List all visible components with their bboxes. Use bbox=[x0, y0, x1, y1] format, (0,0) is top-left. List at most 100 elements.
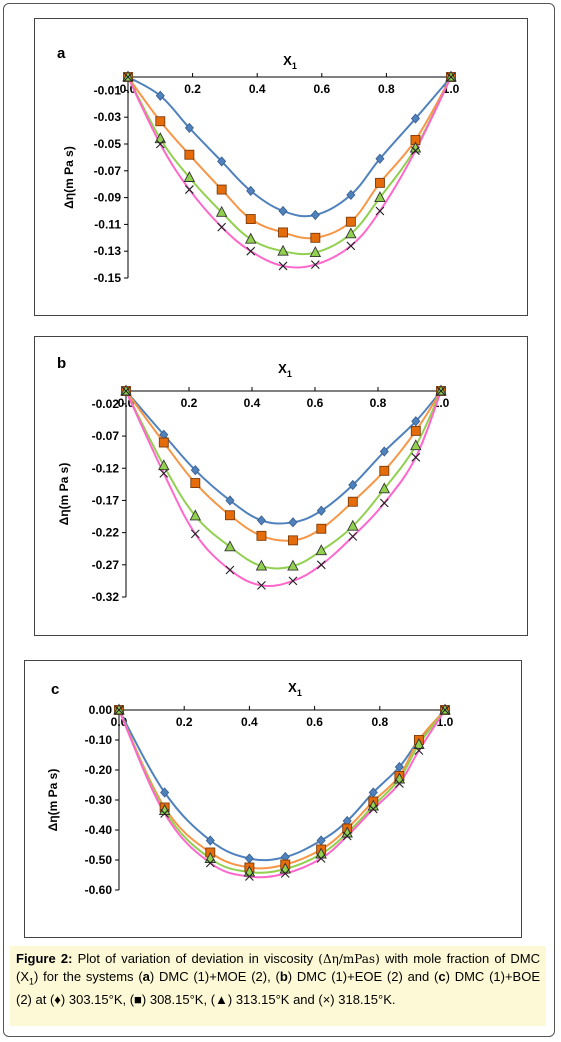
series-line-303 bbox=[118, 709, 446, 862]
data-point-308 bbox=[347, 496, 358, 507]
y-tick-label: -0.27 bbox=[92, 558, 120, 572]
data-point-303 bbox=[411, 416, 421, 427]
y-tick-label: -0.15 bbox=[94, 271, 122, 285]
data-point-308 bbox=[158, 437, 169, 448]
caption-text-3: ) for the systems ( bbox=[34, 969, 143, 984]
data-point-318 bbox=[205, 858, 215, 868]
y-tick-label: 0.00 bbox=[89, 703, 113, 717]
chart-panel-b: b X1 Δη(m Pa s) 0.0 0.2 0.4 0.6 0.8 1.0 -0.02 -0.0… bbox=[34, 336, 528, 636]
series-markers-313 bbox=[120, 384, 447, 571]
data-point-303 bbox=[256, 515, 266, 526]
data-point-318 bbox=[440, 705, 450, 715]
data-point-313 bbox=[347, 519, 359, 531]
x-tick-label: 0.6 bbox=[313, 82, 330, 96]
panel-label-a: a bbox=[57, 45, 66, 62]
y-tick-label: -0.22 bbox=[92, 526, 120, 540]
data-point-318 bbox=[446, 72, 456, 82]
x-tick-label: 0.8 bbox=[378, 82, 395, 96]
y-tick-label: -0.07 bbox=[94, 164, 122, 178]
data-point-313 bbox=[224, 540, 236, 552]
data-point-313 bbox=[158, 459, 170, 471]
x-axis-title: X1 bbox=[278, 361, 292, 379]
data-point-318 bbox=[246, 246, 256, 256]
data-point-313 bbox=[287, 559, 299, 571]
data-point-303 bbox=[205, 835, 215, 846]
data-point-303 bbox=[155, 90, 165, 101]
caption-panel-a-ref: a bbox=[142, 969, 150, 984]
data-point-308 bbox=[410, 425, 421, 436]
data-point-318 bbox=[280, 869, 290, 878]
panel-label-c: c bbox=[51, 681, 59, 698]
data-point-308 bbox=[287, 535, 298, 546]
y-axis-title: Δη(m Pa s) bbox=[62, 146, 76, 209]
data-point-318 bbox=[394, 779, 404, 788]
y-tick-label: -0.05 bbox=[94, 137, 122, 151]
data-point-303 bbox=[288, 517, 298, 528]
chart-panel-a: a X1 Δη(m Pa s) 0.0 0.2 0.4 0.6 0.8 1.0 -0.01 -0.0… bbox=[34, 18, 528, 316]
x-tick-label: 0.4 bbox=[241, 715, 258, 729]
data-point-318 bbox=[288, 576, 298, 586]
data-point-313 bbox=[244, 232, 257, 244]
x-tick-label: 0.6 bbox=[306, 715, 323, 729]
data-point-318 bbox=[379, 498, 389, 508]
y-tick-label: -0.32 bbox=[92, 590, 120, 604]
data-point-308 bbox=[216, 184, 227, 195]
data-point-313 bbox=[154, 132, 167, 144]
figure-caption: Figure 2: Plot of variation of deviation… bbox=[10, 946, 546, 1026]
data-point-313 bbox=[374, 191, 386, 203]
data-point-318 bbox=[346, 241, 356, 251]
chart-panel-c: c X1 Δη(m Pa s) 0.0 0.2 0.4 0.6 0.8 1.0 0.00 -0.10… bbox=[24, 660, 522, 938]
caption-text-1: Plot of variation of deviation in viscos… bbox=[72, 951, 319, 966]
caption-panel-b-ref: b bbox=[279, 969, 288, 984]
data-point-313 bbox=[183, 171, 196, 182]
caption-symbol: (Δη/mPas) bbox=[318, 952, 380, 966]
data-point-313 bbox=[410, 439, 422, 451]
y-tick-label: -0.12 bbox=[92, 461, 120, 475]
series-markers-303 bbox=[123, 71, 456, 221]
data-point-303 bbox=[348, 479, 358, 491]
y-tick-label: -0.07 bbox=[92, 429, 120, 443]
x-tick-label: 0.2 bbox=[184, 82, 201, 96]
x-tick-label: 0.8 bbox=[371, 715, 388, 729]
x-axis-title-subscript: 1 bbox=[297, 688, 302, 698]
series-line-313 bbox=[127, 76, 452, 256]
x-tick-label: 0.2 bbox=[176, 715, 193, 729]
data-point-318 bbox=[225, 565, 235, 575]
data-point-318 bbox=[411, 146, 420, 156]
data-point-303 bbox=[184, 122, 194, 134]
series-line-318 bbox=[125, 390, 442, 588]
data-point-318 bbox=[190, 529, 200, 539]
data-point-313 bbox=[367, 799, 380, 811]
data-point-313 bbox=[309, 246, 322, 257]
data-point-318 bbox=[159, 469, 169, 478]
data-point-318 bbox=[316, 560, 326, 570]
x-tick-label: 1.0 bbox=[437, 715, 454, 729]
data-point-318 bbox=[245, 872, 254, 881]
y-tick-label: -0.30 bbox=[85, 793, 113, 807]
data-point-318 bbox=[342, 831, 352, 841]
data-point-318 bbox=[184, 185, 194, 194]
data-point-313 bbox=[345, 227, 357, 239]
data-point-303 bbox=[379, 446, 389, 457]
series-line-313 bbox=[125, 390, 442, 570]
data-point-318 bbox=[375, 206, 385, 216]
data-point-313 bbox=[413, 738, 425, 749]
series-line-318 bbox=[127, 76, 452, 269]
series-line-308 bbox=[125, 390, 442, 542]
series-markers-318 bbox=[121, 386, 446, 590]
data-point-308 bbox=[155, 116, 166, 127]
data-point-303 bbox=[278, 205, 288, 217]
data-point-308 bbox=[278, 227, 288, 238]
data-point-303 bbox=[244, 853, 254, 864]
data-point-308 bbox=[224, 510, 235, 521]
data-point-318 bbox=[411, 452, 421, 462]
y-tick-label: -0.40 bbox=[85, 823, 113, 837]
data-point-318 bbox=[114, 705, 124, 715]
series-markers-318 bbox=[114, 705, 450, 881]
y-tick-label: -0.20 bbox=[85, 763, 113, 777]
y-axis-title: Δη(m Pa s) bbox=[46, 769, 60, 832]
data-point-313 bbox=[255, 559, 268, 571]
x-tick-label: 0.4 bbox=[244, 396, 261, 410]
x-axis-title-subscript: 1 bbox=[287, 369, 292, 379]
y-tick-label: -0.03 bbox=[94, 110, 122, 124]
